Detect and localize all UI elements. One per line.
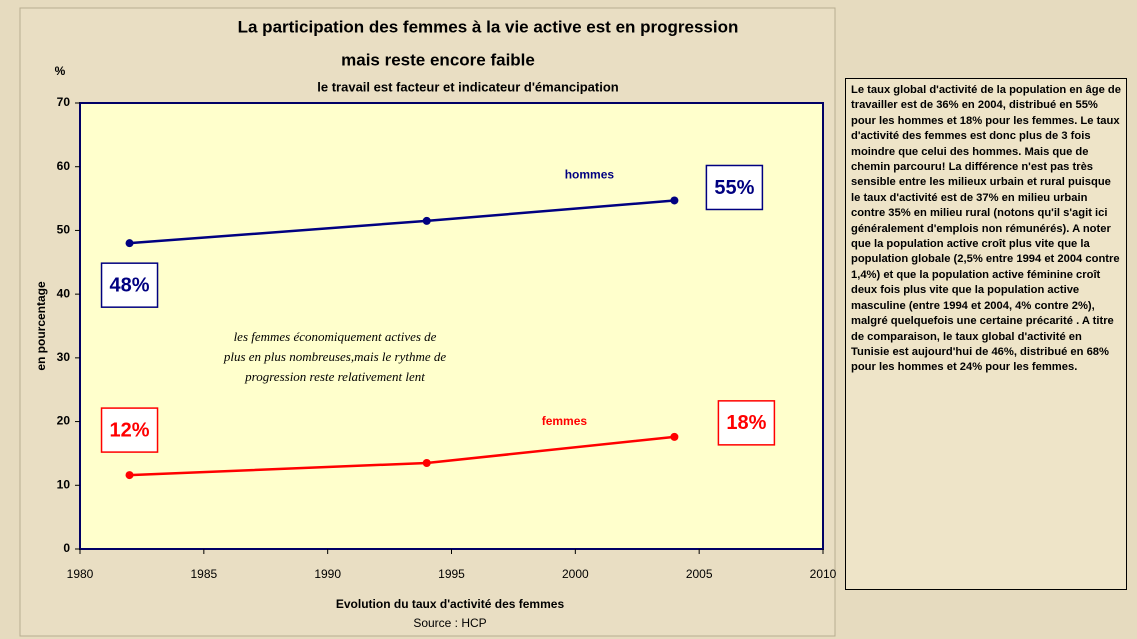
annotation: les femmes économiquement actives de	[234, 329, 437, 344]
x-tick-label: 1995	[438, 567, 465, 581]
value-label: 55%	[714, 177, 754, 199]
data-point	[125, 471, 134, 480]
x-axis-label: Evolution du taux d'activité des femmes	[336, 597, 565, 611]
chart-title: mais reste encore faible	[341, 50, 535, 69]
y-tick-label: 10	[57, 477, 71, 491]
source: Source : HCP	[413, 616, 486, 630]
series-name: hommes	[565, 168, 615, 182]
data-point	[125, 239, 134, 248]
y-tick-label: 60	[57, 159, 71, 173]
data-point	[670, 432, 679, 441]
series-name: femmes	[542, 414, 588, 428]
y-tick-label: 20	[57, 414, 71, 428]
y-tick-label: 0	[63, 541, 70, 555]
x-tick-label: 2000	[562, 567, 589, 581]
x-tick-label: 1980	[67, 567, 94, 581]
data-point	[422, 458, 431, 467]
value-label: 18%	[726, 412, 766, 434]
x-tick-label: 2010	[810, 567, 837, 581]
side-text: Le taux global d'activité de la populati…	[845, 78, 1127, 590]
value-label-box	[717, 400, 776, 446]
value-label: 12%	[110, 419, 150, 441]
y-axis-label: en pourcentage	[34, 281, 48, 371]
subtitle: le travail est facteur et indicateur d'é…	[317, 79, 619, 94]
annotation: plus en plus nombreuses,mais le rythme d…	[223, 349, 447, 364]
chart-title: La participation des femmes à la vie act…	[238, 17, 739, 36]
y-tick-label: 40	[57, 286, 71, 300]
value-label-box	[705, 164, 764, 211]
plot-area	[79, 102, 824, 550]
data-point	[670, 196, 679, 205]
x-tick-label: 2005	[686, 567, 713, 581]
x-tick-label: 1990	[314, 567, 341, 581]
value-label: 48%	[110, 274, 150, 296]
data-point	[422, 216, 431, 225]
y-tick-label: 70	[57, 95, 71, 109]
value-label-box	[100, 407, 159, 453]
x-tick-label: 1985	[190, 567, 217, 581]
value-label-box	[100, 262, 159, 308]
y-tick-label: 50	[57, 223, 71, 237]
y-tick-label: 30	[57, 350, 71, 364]
annotation: progression reste relativement lent	[244, 369, 425, 384]
y-unit: %	[55, 64, 66, 78]
